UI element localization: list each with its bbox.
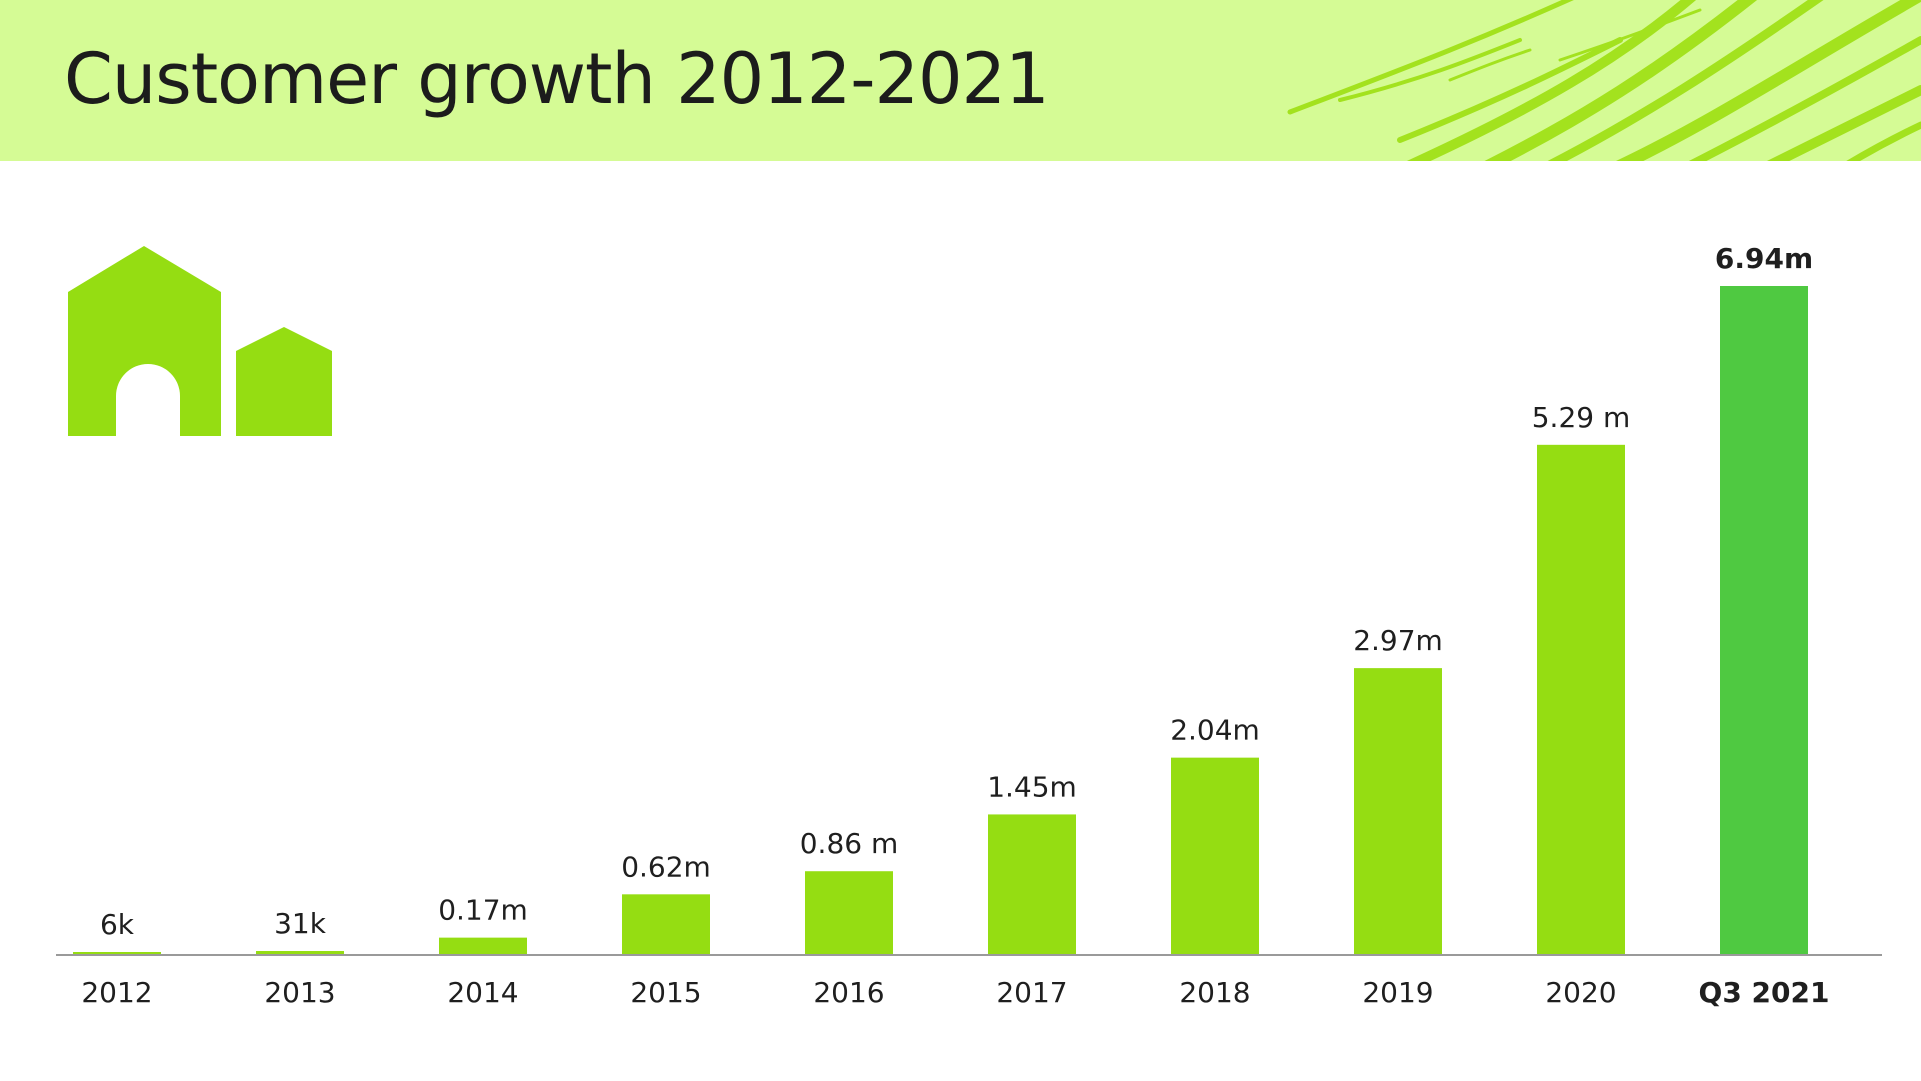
data-label: 6k xyxy=(100,908,135,941)
page-title: Customer growth 2012-2021 xyxy=(64,38,1050,120)
bar-2019 xyxy=(1354,668,1442,954)
bars-group xyxy=(73,286,1808,954)
data-label: 0.62m xyxy=(621,850,711,883)
bar-q3-2021 xyxy=(1720,286,1808,954)
data-label: 31k xyxy=(274,907,327,940)
data-label: 6.94m xyxy=(1715,242,1813,275)
data-label: 1.45m xyxy=(987,770,1077,803)
bar-2013 xyxy=(256,951,344,954)
data-label: 0.86 m xyxy=(800,827,899,860)
decorative-brush-streaks xyxy=(1287,0,1921,161)
header-banner: Customer growth 2012-2021 xyxy=(0,0,1921,161)
bar-2012 xyxy=(73,952,161,954)
x-tick-label: 2019 xyxy=(1362,976,1433,1009)
bar-2015 xyxy=(622,894,710,954)
data-label: 2.97m xyxy=(1353,624,1443,657)
x-tick-label: 2017 xyxy=(996,976,1067,1009)
x-tick-label: 2013 xyxy=(264,976,335,1009)
x-tick-label: Q3 2021 xyxy=(1699,976,1830,1009)
data-label: 5.29 m xyxy=(1532,401,1631,434)
x-tick-label: 2012 xyxy=(81,976,152,1009)
house-logo-icon xyxy=(68,246,332,436)
x-tick-label: 2014 xyxy=(447,976,518,1009)
bar-chart: 6k 2012 31k 2013 0.17m 2014 0.62m 2015 0.86 m 201… xyxy=(56,242,1882,1009)
bar-2016 xyxy=(805,871,893,954)
x-tick-label: 2018 xyxy=(1179,976,1250,1009)
data-label: 0.17m xyxy=(438,894,528,927)
bar-2014 xyxy=(439,937,527,954)
bar-2018 xyxy=(1171,757,1259,954)
x-tick-label: 2016 xyxy=(813,976,884,1009)
x-tick-label: 2015 xyxy=(630,976,701,1009)
labels-group: 6k 2012 31k 2013 0.17m 2014 0.62m 2015 0.86 m 201… xyxy=(81,242,1829,1009)
data-label: 2.04m xyxy=(1170,714,1260,747)
bar-2020 xyxy=(1537,444,1625,954)
x-tick-label: 2020 xyxy=(1545,976,1616,1009)
bar-2017 xyxy=(988,814,1076,954)
